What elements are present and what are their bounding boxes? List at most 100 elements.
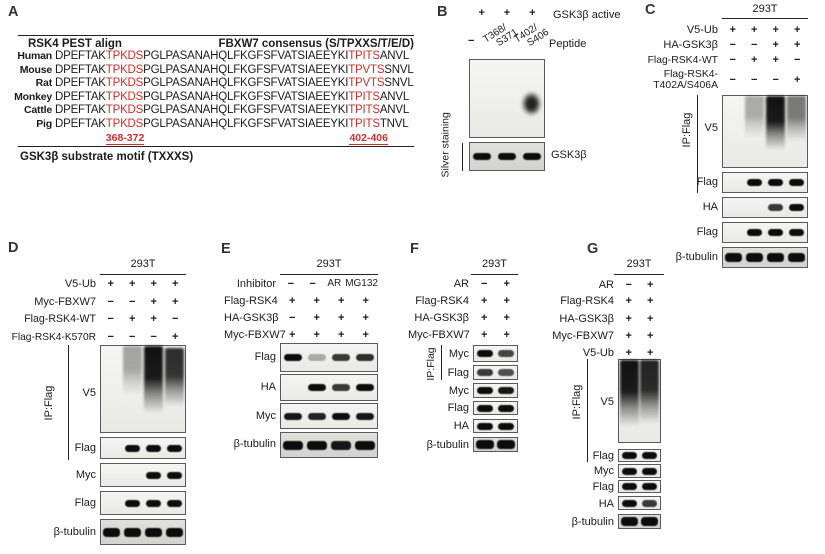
peptide-label: Peptide [549,38,587,50]
blot-beta-tubulin [722,247,808,268]
panel-a-header-left: RSK4 PEST align [28,38,122,50]
panel-a-bottom-rule [18,146,414,147]
ubiquitin-smear [744,96,765,141]
blot-lane [329,344,353,371]
residue-range-368-372: 368-372 [105,131,145,145]
blot-lane [101,346,122,432]
gsk3b-active-row: + + + [478,7,536,19]
condition-row: HA-GSK3β + + [559,312,654,325]
blot-flag [722,222,808,243]
panel-b-letter: B [437,4,448,20]
blot-lane [353,404,377,428]
blot-lane [786,223,807,242]
blot-v5-ip [618,359,661,443]
sequence-row: Pig DPEFTAKTPKDSPGLPASANAHQLFKGFSFVATSIA… [10,118,420,132]
ip-flag-label: IP:Flag [681,112,693,148]
blot-lane [744,198,765,217]
ubiquitin-smear [520,81,544,117]
blot-lane [495,60,520,137]
protein-band [476,369,493,376]
blot-lane [786,173,807,192]
blot-lane [496,366,518,379]
blot-v5-ip [100,345,186,433]
ubiquitin-smear [786,96,807,145]
blot-lane [496,384,518,397]
blot-lane [619,450,640,461]
protein-band [330,440,352,450]
blot-beta-tubulin [100,519,186,545]
blot-lane [101,464,122,486]
blot-lane [470,60,495,137]
protein-band [473,153,492,160]
blot-flag-ip [618,449,661,462]
silver-staining-bracket [462,143,463,171]
condition-row: Flag-RSK4-WT − + + − [647,54,801,66]
blot-label-beta-tubulin: β-tubulin [426,439,469,451]
protein-band [498,369,515,376]
panel-a-top-rule [18,35,414,36]
condition-row: Myc-FBXW7 + + + + [224,328,369,341]
blot-lane [786,96,807,167]
blot-label-beta-tubulin: β-tubulin [233,438,276,450]
blot-lane [164,438,185,458]
blot-lane [474,420,496,432]
blot-lane [470,143,495,170]
blot-myc [280,403,378,429]
panel-d-cell-line: 293T [130,258,156,270]
blot-lane [765,96,786,167]
blot-lane [164,520,185,544]
protein-band [102,527,121,537]
blot-label-flag: Flag [592,450,614,462]
panel-c-cell-line: 293T [752,3,778,15]
blot-lane [143,464,164,486]
blot-lane [164,492,185,514]
protein-band [308,384,326,391]
protein-band [766,253,785,262]
ip-flag-label: IP:Flag [43,385,55,421]
protein-band [284,412,302,420]
protein-band [284,354,302,361]
blot-lane [329,375,353,400]
blot-label-beta-tubulin: β-tubulin [571,516,614,528]
blot-lane [122,438,143,458]
peptide-lane1: − [468,35,475,47]
blot-lane [723,198,744,217]
protein-band [476,404,493,412]
blot-label-flag: Flag [696,226,718,238]
protein-band [788,229,805,236]
protein-band [123,527,142,537]
blot-lane [329,433,353,457]
species-label: Rat [35,77,53,90]
protein-band [124,499,141,507]
protein-band [476,387,493,394]
blot-lane [353,344,377,371]
panel-a-letter: A [8,4,19,20]
sequence: DPEFTAKTPKDSPGLPASANAHQLFKGFSFVATSIAEEYK… [55,50,410,62]
blot-lane [353,375,377,400]
protein-band [642,467,658,475]
blot-lane [495,143,520,170]
blot-label-v5: V5 [600,396,614,408]
species-label: Monkey [14,90,52,103]
protein-band [166,471,183,479]
blot-lane [619,360,640,442]
protein-band [165,527,184,537]
condition-row: HA-GSK3β + + [414,311,510,324]
condition-row: Myc-FBXW7 + + [552,329,654,342]
blot-flag-ip [722,172,808,193]
panel-d-cell-line-rule [100,274,186,275]
protein-band [498,404,515,412]
species-label: Mouse [19,63,52,76]
sequence: DPEFTAKTPKDSPGLPASANAHQLFKGFSFVATSIAEEYK… [55,117,409,130]
sequence: DPEFTAKTPKDSPGLPASANAHQLFKGFSFVATSIAEEYK… [55,77,414,90]
blot-autoradiograph [469,59,545,138]
condition-row: AR − + [453,277,510,290]
blot-lane [281,404,305,428]
protein-band [788,179,805,186]
blot-lane [744,248,765,267]
panel-g-letter: G [587,241,599,257]
blot-flag-ip [100,437,186,459]
blot-lane [640,481,661,492]
blot-lane [786,248,807,267]
protein-band [746,179,763,186]
